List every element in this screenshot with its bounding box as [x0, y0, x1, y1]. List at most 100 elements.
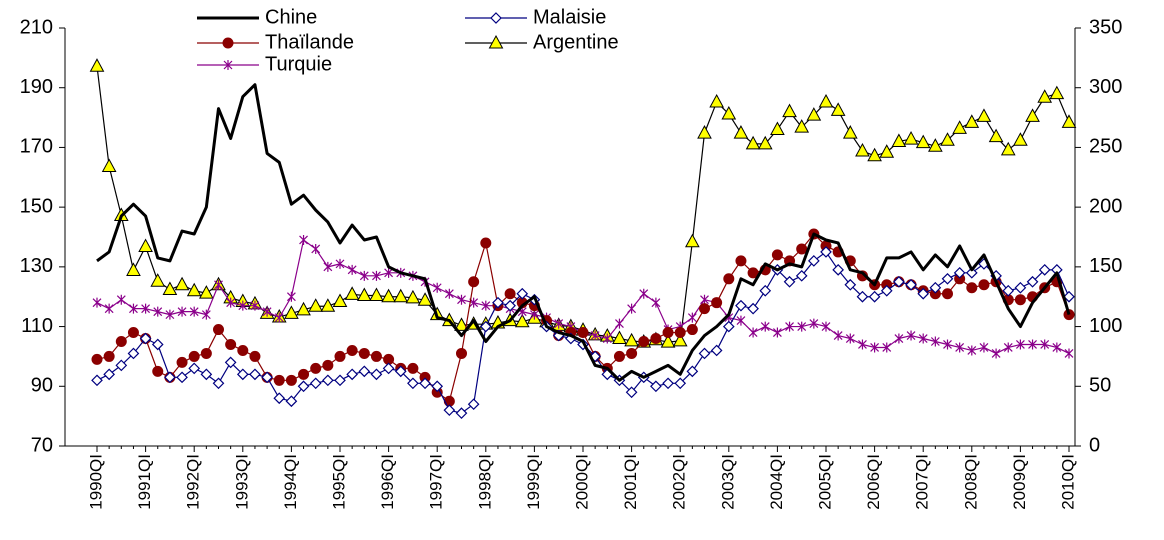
marker [152, 365, 164, 377]
marker [735, 299, 747, 312]
marker [709, 93, 724, 108]
marker [794, 119, 810, 133]
marker [879, 144, 895, 158]
marker [1003, 342, 1013, 353]
marker [236, 368, 249, 381]
marker [917, 287, 930, 300]
marker [89, 58, 105, 72]
marker [129, 303, 138, 314]
marker [334, 350, 346, 362]
marker [226, 297, 236, 308]
marker [504, 288, 516, 300]
marker [311, 243, 321, 254]
marker [1037, 89, 1053, 103]
marker [299, 234, 308, 245]
marker [1038, 263, 1051, 276]
series [92, 234, 1074, 359]
y-tick-label: 90 [31, 375, 53, 397]
marker [905, 278, 917, 291]
marker [286, 291, 296, 302]
marker [273, 392, 286, 405]
x-tick-label: 1992QI [184, 454, 203, 510]
marker [976, 108, 992, 122]
y-tick-label: 110 [21, 315, 53, 337]
marker [613, 350, 625, 362]
marker [858, 339, 867, 350]
marker [662, 377, 674, 390]
marker [967, 345, 977, 356]
marker [674, 327, 686, 339]
marker [322, 359, 334, 371]
marker [686, 324, 698, 336]
marker [310, 362, 322, 374]
marker [150, 273, 166, 287]
x-tick-label: 2009QI [1010, 454, 1029, 510]
marker [370, 350, 382, 362]
marker [868, 290, 881, 303]
marker [943, 339, 952, 350]
marker [1063, 290, 1075, 303]
marker [672, 332, 688, 347]
marker [141, 303, 151, 314]
series [89, 58, 1077, 348]
marker [153, 306, 163, 317]
x-tick-label: 1990QI [86, 454, 105, 510]
y-tick-label: 190 [20, 76, 53, 98]
marker [431, 380, 444, 393]
marker [419, 377, 431, 390]
y-tick-label: 210 [20, 16, 53, 38]
marker [711, 297, 723, 309]
marker [660, 334, 676, 348]
x-tick-label: 1995QI [329, 454, 348, 510]
x-tick-label: 2010QI [1058, 454, 1077, 510]
marker [454, 317, 469, 331]
y2-tick-label: 100 [1089, 315, 1122, 337]
y-tick-label: 150 [20, 195, 53, 217]
marker [554, 318, 564, 329]
marker [745, 135, 761, 150]
marker [174, 276, 190, 291]
marker [358, 347, 370, 359]
marker [955, 342, 965, 353]
marker [516, 287, 529, 300]
marker [626, 347, 638, 359]
marker [237, 344, 249, 356]
marker [590, 330, 600, 341]
marker [821, 321, 831, 332]
marker [894, 333, 904, 344]
marker [189, 306, 199, 317]
y2-tick-label: 0 [1089, 434, 1100, 456]
marker [370, 368, 383, 381]
marker [785, 321, 794, 332]
marker [176, 356, 188, 368]
marker [417, 292, 433, 306]
marker [492, 296, 504, 309]
marker [359, 270, 369, 281]
marker [382, 362, 395, 375]
marker [735, 255, 747, 267]
marker [855, 142, 870, 157]
marker [721, 105, 737, 120]
marker [1040, 339, 1050, 350]
marker [188, 362, 201, 375]
marker [488, 34, 504, 49]
marker [358, 365, 371, 378]
marker [480, 237, 492, 249]
marker [162, 281, 178, 296]
marker [201, 309, 211, 320]
marker [602, 333, 612, 344]
y2-tick-label: 300 [1089, 76, 1122, 98]
marker [298, 368, 310, 380]
marker [1028, 339, 1037, 350]
marker [759, 284, 772, 297]
marker [101, 158, 117, 173]
marker [736, 315, 746, 326]
marker [504, 299, 516, 312]
marker [893, 275, 905, 288]
marker [126, 262, 141, 276]
marker [577, 327, 589, 339]
marker [906, 330, 916, 341]
marker [393, 288, 409, 303]
marker [308, 298, 324, 312]
marker [444, 288, 454, 299]
